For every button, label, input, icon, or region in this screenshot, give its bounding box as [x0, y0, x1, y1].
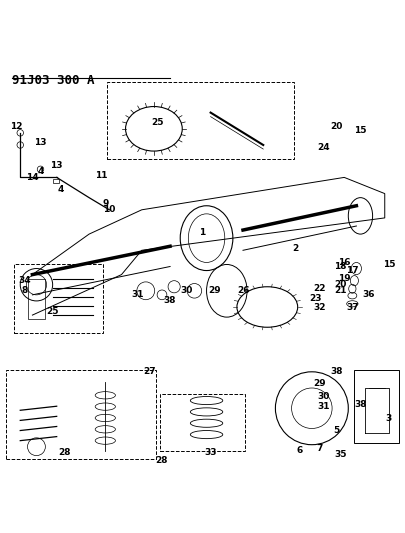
Text: 28: 28 — [156, 456, 168, 465]
Text: 16: 16 — [338, 258, 350, 267]
Text: 3: 3 — [386, 414, 392, 423]
Text: 7: 7 — [317, 444, 323, 453]
Text: 14: 14 — [26, 173, 39, 182]
Text: 32: 32 — [314, 303, 326, 311]
Text: 34: 34 — [18, 276, 31, 285]
Text: 27: 27 — [143, 367, 156, 376]
Text: 37: 37 — [346, 303, 359, 311]
Text: 15: 15 — [354, 126, 367, 135]
Text: 13: 13 — [34, 139, 47, 148]
Text: 30: 30 — [318, 392, 330, 401]
Text: 36: 36 — [362, 290, 375, 300]
Text: 38: 38 — [164, 296, 176, 305]
Text: 38: 38 — [330, 367, 342, 376]
Text: 28: 28 — [59, 448, 71, 457]
Text: 17: 17 — [346, 266, 359, 275]
Text: 26: 26 — [237, 286, 249, 295]
Text: 31: 31 — [318, 402, 330, 411]
Text: 13: 13 — [51, 161, 63, 169]
Text: 25: 25 — [47, 306, 59, 316]
Text: 21: 21 — [334, 286, 346, 295]
Text: 1: 1 — [199, 228, 206, 237]
Text: 91J03 300 A: 91J03 300 A — [12, 74, 95, 87]
Text: 2: 2 — [292, 244, 299, 253]
Text: 25: 25 — [152, 118, 164, 127]
Text: 19: 19 — [338, 274, 351, 283]
Text: 24: 24 — [318, 142, 330, 151]
Text: 6: 6 — [296, 446, 303, 455]
Text: 11: 11 — [95, 171, 107, 180]
Text: 18: 18 — [334, 262, 346, 271]
Text: 29: 29 — [208, 286, 221, 295]
Text: 29: 29 — [313, 379, 326, 389]
Text: 38: 38 — [354, 400, 367, 409]
Text: 35: 35 — [334, 450, 346, 459]
Text: 8: 8 — [21, 286, 28, 295]
Text: 4: 4 — [37, 167, 44, 176]
Bar — [28, 279, 45, 319]
Text: 4: 4 — [58, 185, 64, 194]
Text: 5: 5 — [333, 426, 339, 435]
Text: 22: 22 — [314, 284, 326, 293]
Text: 20: 20 — [334, 280, 346, 289]
Text: 12: 12 — [10, 122, 22, 131]
Text: 9: 9 — [102, 199, 109, 208]
Bar — [53, 179, 59, 183]
Text: 10: 10 — [103, 205, 115, 214]
Text: 31: 31 — [132, 290, 144, 300]
Text: 15: 15 — [383, 260, 395, 269]
Text: 30: 30 — [180, 286, 192, 295]
Text: 20: 20 — [330, 122, 342, 131]
Text: 33: 33 — [205, 448, 217, 457]
Text: 23: 23 — [310, 294, 322, 303]
